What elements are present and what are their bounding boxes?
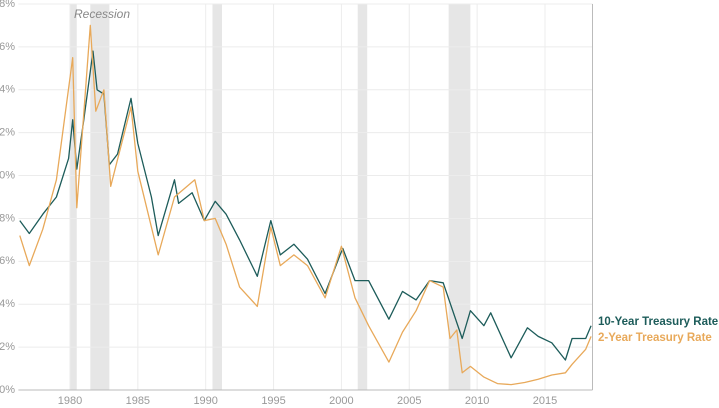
x-tick-label: 1985 [126, 395, 150, 407]
x-tick-label: 1980 [58, 395, 82, 407]
recessions [69, 4, 471, 390]
y-tick-label: 18% [0, 0, 15, 10]
y-tick-label: 10% [0, 169, 15, 181]
y-tick-label: 6% [0, 255, 15, 267]
x-tick-label: 1995 [261, 395, 285, 407]
recession-band [69, 4, 77, 390]
series-line [19, 24, 592, 386]
y-tick-label: 0% [0, 384, 15, 396]
recession-band [448, 4, 471, 390]
y-tick-label: 8% [0, 212, 15, 224]
series-line [19, 50, 592, 361]
x-tick-label: 2005 [397, 395, 421, 407]
series-label: 2-Year Treasury Rate [598, 332, 712, 344]
x-tick-label: 2000 [329, 395, 353, 407]
grid [18, 3, 593, 391]
x-tick-label: 1990 [193, 395, 217, 407]
y-tick-label: 14% [0, 84, 15, 96]
lines [19, 24, 592, 386]
y-tick-label: 16% [0, 41, 15, 53]
y-tick-label: 12% [0, 127, 15, 139]
recession-band [357, 4, 368, 390]
x-tick-label: 2015 [533, 395, 557, 407]
x-tick-label: 2010 [465, 395, 489, 407]
y-tick-label: 2% [0, 341, 15, 353]
series-label: 10-Year Treasury Rate [598, 316, 718, 328]
y-tick-label: 4% [0, 298, 15, 310]
recession-band [212, 4, 222, 390]
recession-label: Recession [74, 7, 130, 21]
